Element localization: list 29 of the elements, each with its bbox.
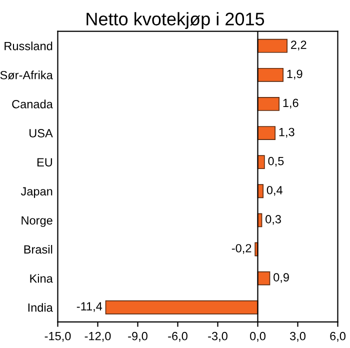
x-tick-label: -9,0 [128, 332, 148, 342]
y-tick-label: Kina [30, 274, 53, 283]
x-tick-label: -12,0 [84, 332, 111, 342]
data-label: 0,4 [266, 186, 282, 196]
chart-title: Netto kvotekjøp i 2015 [86, 12, 264, 30]
x-tick-label: 0,0 [250, 332, 266, 342]
x-tick-label: -3,0 [208, 332, 228, 342]
x-tick-label: 3,0 [290, 332, 306, 342]
y-tick-label: Canada [12, 100, 53, 108]
data-label: 1,3 [279, 128, 294, 138]
y-tick-label: India [28, 303, 53, 312]
y-tick-label: Russland [4, 42, 52, 50]
y-tick-label: Sør-Afrika [0, 70, 53, 80]
data-label: -0,2 [232, 244, 252, 254]
data-label: 2,2 [291, 40, 306, 50]
data-label: 1,9 [287, 70, 302, 80]
x-tick-label: -6,0 [168, 332, 188, 342]
data-label: 0,9 [274, 273, 289, 283]
y-tick-label: Brasil [24, 244, 52, 254]
data-label: 0,5 [268, 156, 284, 167]
y-tick-label: USA [30, 129, 53, 138]
data-label: 1,6 [283, 98, 298, 109]
y-tick-label: Norge [22, 216, 52, 227]
y-tick-label: Japan [20, 187, 52, 198]
x-tick-label: 6,0 [330, 332, 346, 342]
x-tick-label: -15,0 [44, 332, 71, 342]
data-label: 0,3 [266, 215, 281, 225]
y-tick-label: EU [37, 158, 52, 166]
data-label: -11,4 [76, 302, 102, 312]
